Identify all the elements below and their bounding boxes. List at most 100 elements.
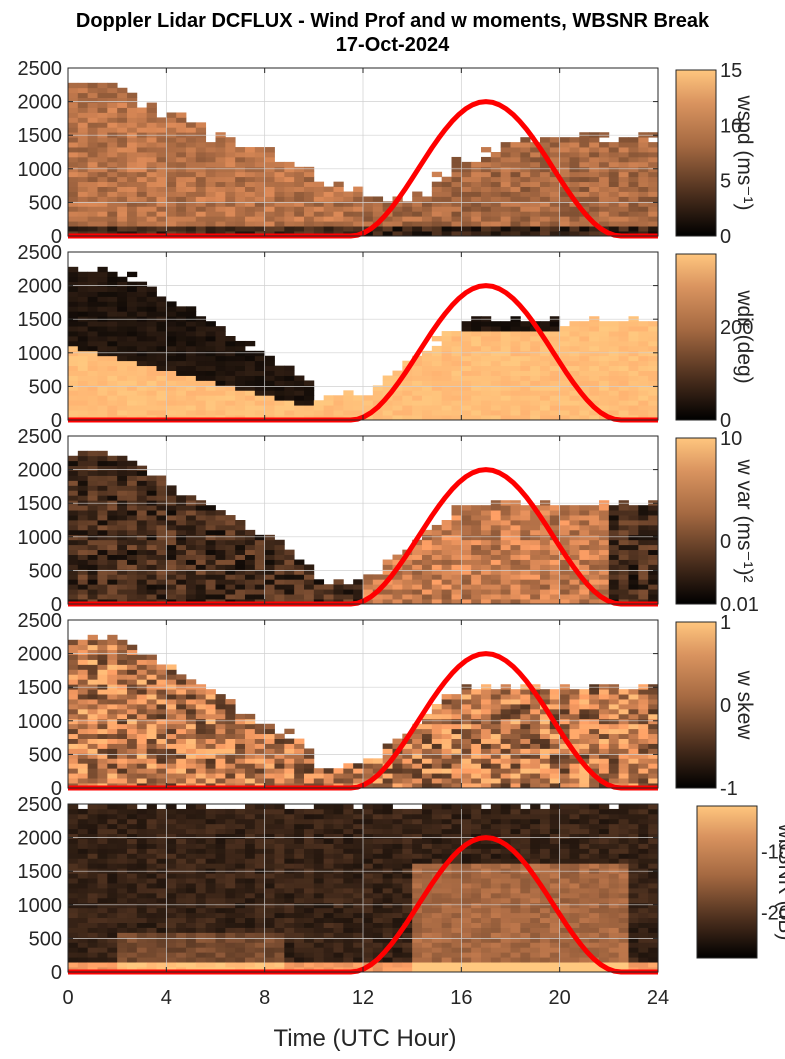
heat-cell (638, 375, 649, 381)
heat-cell (225, 743, 236, 749)
heat-cell (215, 574, 226, 580)
heat-cell (471, 176, 482, 183)
heat-cell (156, 708, 167, 715)
heat-cell (264, 201, 275, 207)
heat-cell (176, 912, 187, 919)
heat-cell (461, 171, 472, 178)
heat-cell (127, 902, 138, 909)
heat-cell (136, 584, 148, 590)
heat-cell (500, 708, 511, 715)
heat-cell (353, 395, 364, 401)
heat-cell (392, 211, 403, 217)
heat-cell (107, 669, 118, 675)
heat-cell (97, 659, 108, 665)
heat-cell (500, 370, 511, 376)
heat-cell (245, 574, 256, 580)
heat-cell (569, 365, 580, 371)
heat-cell (628, 505, 639, 511)
heat-cell (353, 405, 364, 411)
heat-cell (441, 415, 452, 421)
heat-cell (264, 405, 275, 411)
heat-cell (87, 520, 98, 526)
heat-cell (520, 345, 531, 352)
heat-cell (97, 564, 108, 570)
heat-cell (215, 758, 226, 764)
heat-cell (97, 201, 108, 207)
heat-cell (461, 380, 472, 386)
heat-cell (215, 728, 226, 735)
heat-cell (490, 152, 502, 158)
heat-cell (431, 221, 443, 227)
heat-cell (304, 216, 315, 222)
heat-cell (608, 336, 620, 342)
y-tick-label: 2000 (18, 644, 63, 666)
heat-cell (156, 510, 167, 516)
heat-cell (618, 564, 629, 570)
heat-cell (530, 768, 541, 774)
heat-cell (490, 723, 502, 730)
heat-cell (254, 147, 266, 153)
heat-cell (540, 176, 551, 183)
heat-cell (274, 395, 285, 401)
heat-cell (530, 350, 541, 357)
heat-cell (245, 758, 256, 764)
heat-cell (520, 161, 531, 168)
heat-cell (205, 505, 216, 511)
heat-cell (264, 385, 275, 391)
heat-cell (186, 549, 197, 555)
heat-cell (471, 405, 482, 411)
heat-cell (520, 694, 531, 700)
heat-cell (176, 743, 187, 749)
heat-cell (461, 599, 472, 605)
heat-cell (608, 191, 620, 197)
heat-cell (608, 147, 620, 153)
heat-cell (638, 216, 649, 222)
heat-cell (107, 505, 118, 511)
heat-cell (274, 176, 285, 183)
heat-cell (510, 549, 521, 555)
heat-cell (471, 743, 482, 749)
heat-cell (431, 380, 443, 386)
heat-cell (569, 758, 580, 764)
heat-cell (136, 883, 148, 889)
heat-cell (107, 927, 118, 933)
heat-cell (441, 355, 452, 362)
heat-cell (117, 321, 128, 327)
heat-cell (77, 539, 89, 546)
y-tick-label: 1500 (18, 677, 63, 699)
heat-cell (127, 818, 138, 825)
heat-cell (481, 733, 492, 739)
heat-cell (264, 176, 275, 183)
heat-cell (363, 221, 374, 227)
heat-cell (608, 505, 620, 511)
heat-cell (422, 201, 433, 207)
heat-cell (520, 569, 531, 575)
heat-cell (117, 480, 128, 486)
heat-cell (186, 723, 197, 730)
heat-cell (68, 460, 79, 467)
heat-cell (186, 569, 197, 575)
heat-cell (87, 738, 98, 744)
heat-cell (549, 142, 561, 148)
heat-cell (343, 390, 354, 396)
heat-cell (520, 221, 531, 227)
heat-cell (176, 206, 187, 212)
heat-cell (225, 584, 236, 590)
heat-cell (146, 907, 157, 914)
heat-cell (333, 226, 344, 232)
heat-cell (618, 211, 629, 217)
heat-cell (136, 400, 148, 406)
heat-cell (77, 271, 89, 278)
heat-cell (107, 206, 118, 212)
heat-cell (608, 206, 620, 212)
heat-cell (510, 713, 521, 720)
y-tick-label: 500 (29, 744, 62, 766)
heat-cell (618, 718, 629, 725)
heat-cell (68, 708, 79, 715)
heat-cell (618, 380, 629, 386)
heat-cell (117, 405, 128, 411)
heat-cell (264, 728, 275, 735)
heat-cell (235, 196, 246, 202)
heat-cell (559, 331, 570, 337)
heat-cell (294, 758, 305, 764)
